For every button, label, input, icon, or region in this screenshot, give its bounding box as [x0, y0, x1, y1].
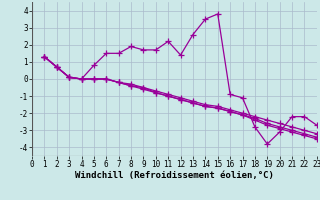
- X-axis label: Windchill (Refroidissement éolien,°C): Windchill (Refroidissement éolien,°C): [75, 171, 274, 180]
